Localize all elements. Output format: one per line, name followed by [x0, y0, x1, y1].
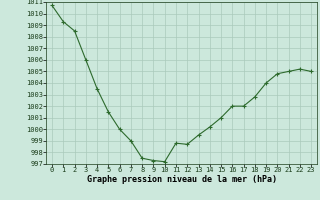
- X-axis label: Graphe pression niveau de la mer (hPa): Graphe pression niveau de la mer (hPa): [87, 175, 276, 184]
